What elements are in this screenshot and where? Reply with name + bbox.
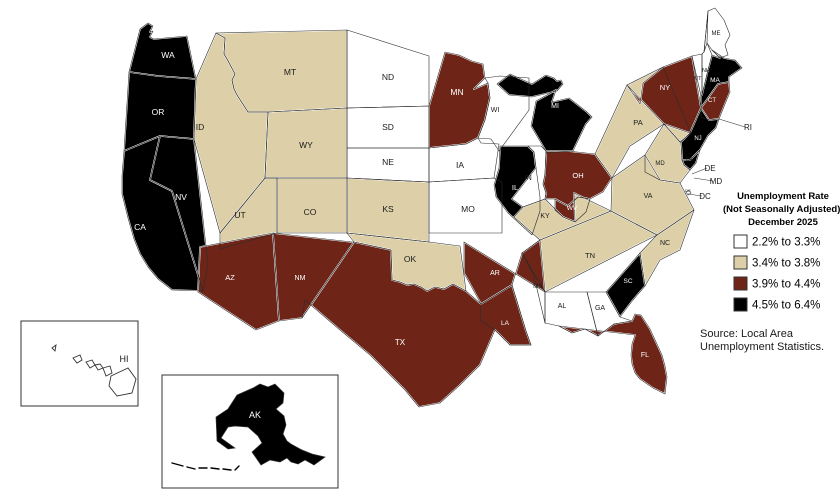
- svg-text:IN: IN: [524, 173, 532, 182]
- svg-text:2.2% to 3.3%: 2.2% to 3.3%: [752, 237, 820, 249]
- svg-text:MN: MN: [450, 87, 463, 97]
- svg-text:WI: WI: [491, 107, 500, 114]
- svg-text:AR: AR: [490, 270, 500, 277]
- svg-text:RI: RI: [744, 123, 752, 132]
- svg-text:OK: OK: [404, 254, 417, 264]
- svg-text:FL: FL: [641, 352, 649, 359]
- svg-text:Unemployment Statistics.: Unemployment Statistics.: [700, 341, 824, 353]
- svg-text:Unemployment Rate: Unemployment Rate: [737, 191, 829, 202]
- svg-text:UT: UT: [234, 210, 245, 220]
- svg-text:NH: NH: [702, 68, 710, 74]
- svg-text:(Not Seasonally Adjusted),: (Not Seasonally Adjusted),: [723, 204, 840, 215]
- svg-text:CA: CA: [134, 222, 146, 232]
- svg-text:NE: NE: [382, 157, 394, 167]
- svg-text:WV: WV: [567, 205, 578, 212]
- svg-text:TN: TN: [585, 251, 595, 260]
- svg-text:SD: SD: [382, 122, 394, 132]
- svg-text:VA: VA: [644, 193, 653, 200]
- svg-text:NC: NC: [660, 240, 670, 247]
- svg-text:MS: MS: [533, 283, 543, 290]
- svg-text:KS: KS: [382, 204, 394, 214]
- svg-text:MD: MD: [710, 177, 723, 186]
- svg-text:MD: MD: [655, 161, 665, 167]
- svg-text:MO: MO: [461, 204, 475, 214]
- svg-text:Source: Local Area: Source: Local Area: [700, 328, 794, 340]
- svg-text:NY: NY: [660, 83, 670, 92]
- svg-text:WY: WY: [299, 140, 313, 150]
- svg-text:TX: TX: [395, 338, 406, 347]
- svg-text:NM: NM: [295, 275, 306, 282]
- svg-text:MT: MT: [284, 67, 296, 77]
- svg-text:CO: CO: [304, 207, 317, 217]
- svg-text:PA: PA: [633, 118, 642, 127]
- svg-text:GA: GA: [595, 305, 605, 312]
- svg-text:WA: WA: [161, 50, 175, 60]
- svg-text:HI: HI: [120, 354, 129, 364]
- svg-text:NJ: NJ: [694, 136, 701, 142]
- svg-text:DE: DE: [704, 164, 715, 173]
- svg-text:SC: SC: [623, 278, 632, 285]
- svg-text:IA: IA: [456, 160, 464, 170]
- svg-text:DE: DE: [686, 157, 694, 163]
- svg-text:ND: ND: [382, 72, 394, 82]
- svg-text:NV: NV: [175, 192, 187, 202]
- svg-text:December 2025: December 2025: [748, 217, 818, 228]
- svg-text:AZ: AZ: [225, 273, 235, 282]
- svg-text:AL: AL: [558, 303, 567, 310]
- svg-text:MI: MI: [551, 103, 559, 110]
- svg-text:LA: LA: [501, 320, 510, 327]
- svg-text:3.9% to 4.4%: 3.9% to 4.4%: [752, 279, 820, 291]
- svg-text:CT: CT: [708, 98, 716, 104]
- svg-text:VT: VT: [694, 76, 702, 82]
- svg-text:OR: OR: [152, 107, 165, 117]
- svg-text:IL: IL: [512, 183, 518, 192]
- svg-text:4.5% to 6.4%: 4.5% to 6.4%: [752, 300, 820, 312]
- svg-text:ID: ID: [196, 122, 205, 132]
- svg-text:DC: DC: [699, 192, 711, 201]
- svg-text:MA: MA: [710, 77, 720, 84]
- svg-text:3.4% to 3.8%: 3.4% to 3.8%: [752, 258, 820, 270]
- svg-text:KY: KY: [540, 213, 550, 220]
- svg-text:DC: DC: [685, 188, 691, 193]
- svg-text:OH: OH: [572, 171, 583, 180]
- svg-text:AK: AK: [249, 410, 261, 420]
- svg-text:ME: ME: [712, 31, 721, 37]
